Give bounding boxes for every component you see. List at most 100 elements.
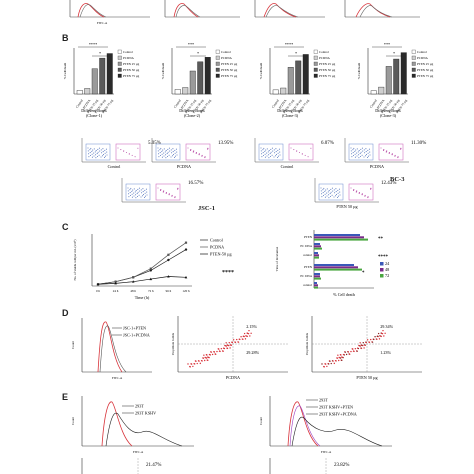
event-dot	[277, 155, 279, 157]
flow-plot-1: 5.05% Control	[81, 138, 161, 169]
event-dot	[102, 153, 105, 156]
legend-label: PTEN 75 µg	[417, 74, 434, 78]
event-dot	[328, 197, 330, 199]
scatter-dot	[227, 344, 229, 347]
sig-bottom: *	[197, 51, 199, 56]
event-dot	[337, 189, 339, 191]
legend-label: Control	[210, 238, 224, 243]
event-dot	[139, 190, 141, 192]
event-dot	[331, 194, 333, 196]
legend-label: 293T KSHV+PTEN	[319, 405, 353, 410]
event-dot	[365, 151, 367, 153]
legend-swatch	[117, 67, 122, 72]
scatter-dot	[216, 350, 218, 353]
event-dot	[136, 195, 139, 198]
scatter-dot	[350, 350, 352, 353]
scatter-dot	[213, 351, 216, 353]
gate-left	[155, 143, 181, 161]
event-dot	[367, 155, 369, 157]
bar	[314, 277, 321, 280]
bar	[106, 53, 113, 95]
scatter-dot	[219, 350, 221, 353]
event-dot	[355, 191, 357, 193]
event-dot	[96, 155, 99, 158]
event-dot	[265, 149, 267, 151]
event-dot	[133, 188, 135, 190]
event-dot	[131, 196, 133, 198]
bar	[314, 238, 368, 241]
bar	[287, 67, 294, 95]
series-point	[167, 253, 170, 256]
legend-label: JSC-1+PCDNA	[123, 333, 150, 338]
event-dot	[166, 153, 168, 155]
legend-label: PTEN 25 µg	[319, 62, 336, 66]
event-dot	[91, 153, 93, 155]
event-dot	[138, 194, 140, 196]
group-label: PTEN	[304, 235, 313, 239]
scatter-dot	[326, 365, 328, 368]
quadrant-lower-pct: 1.23%	[380, 350, 391, 355]
gate-left	[318, 183, 344, 201]
series-line-1	[97, 249, 187, 285]
legend-swatch	[117, 49, 122, 54]
event-dot	[174, 155, 176, 157]
event-dot	[158, 153, 160, 155]
scatter-dot	[228, 341, 230, 344]
event-dot	[162, 149, 164, 151]
event-dot	[168, 194, 170, 196]
legend-label: Control	[123, 50, 133, 54]
scatter-dot	[192, 365, 194, 368]
scatter-dot	[380, 335, 382, 338]
legend-label: PTEN 25 µg	[417, 62, 434, 66]
event-dot	[128, 193, 130, 195]
scatter-dot	[206, 354, 208, 356]
panel-a-histograms: FITC-A	[69, 0, 420, 25]
bar	[182, 87, 189, 95]
event-dot	[278, 148, 280, 150]
sig-marker: ****	[378, 255, 389, 260]
legend-label: PCDNA	[123, 56, 135, 60]
event-dot	[332, 190, 334, 192]
gate-right	[155, 183, 181, 201]
sig-marker: *	[362, 271, 365, 276]
quadrant-upper-pct: 2.15%	[246, 324, 257, 329]
flow-plot-2: 13.95% PCDNA	[151, 138, 233, 169]
event-dot	[162, 191, 164, 193]
bar-category-label: PCDNA	[376, 98, 386, 110]
histogram-a2	[164, 0, 240, 18]
event-dot	[366, 156, 369, 159]
hist-curve-red	[97, 321, 123, 373]
legend-swatch	[313, 61, 318, 66]
flow-xlabel: Control	[108, 164, 122, 169]
event-dot	[137, 188, 139, 190]
bar	[314, 282, 317, 284]
event-dot	[339, 194, 341, 196]
event-dot	[354, 153, 356, 155]
y-axis-label: Propidium Iodide	[305, 332, 309, 355]
scatter-dot	[368, 341, 371, 344]
legend-label: PTEN 75 µg	[221, 74, 238, 78]
x-tick-label: 72 h	[148, 289, 154, 293]
event-dot	[104, 149, 106, 151]
event-dot	[329, 195, 332, 198]
event-dot	[269, 155, 272, 158]
event-dot	[95, 157, 97, 159]
event-dot	[356, 152, 358, 154]
legend-swatch	[215, 67, 220, 72]
event-dot	[273, 149, 275, 151]
event-dot	[163, 148, 165, 150]
event-dot	[170, 149, 172, 151]
event-dot	[89, 152, 91, 154]
event-dot	[388, 152, 390, 154]
event-dot	[172, 148, 174, 150]
event-dot	[174, 149, 176, 151]
event-dot	[337, 192, 339, 194]
panel-b-flow-plots: 5.05% Control 13.95% PCDNA 6.07% Control 11.30…	[81, 138, 426, 209]
scatter-dot	[362, 341, 364, 344]
panel-label-c: C	[62, 222, 69, 232]
event-dot	[310, 147, 312, 149]
event-dot	[91, 156, 93, 158]
scatter-dot	[244, 338, 247, 340]
event-dot	[362, 150, 364, 152]
